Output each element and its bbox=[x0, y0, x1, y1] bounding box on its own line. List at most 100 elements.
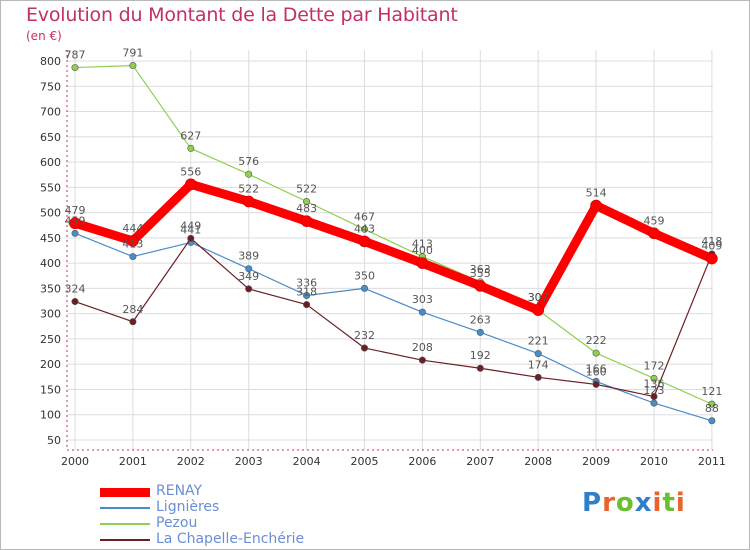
logo-letter: x bbox=[634, 488, 653, 518]
x-tick-label: 2005 bbox=[351, 455, 379, 468]
data-label: 522 bbox=[296, 182, 317, 195]
data-point bbox=[418, 356, 426, 364]
data-point bbox=[129, 318, 137, 326]
data-label: 409 bbox=[701, 240, 722, 253]
data-label: 232 bbox=[354, 329, 375, 342]
data-point bbox=[418, 308, 426, 316]
data-label: 355 bbox=[470, 267, 491, 280]
y-tick-label: 50 bbox=[47, 434, 61, 447]
x-tick-label: 2001 bbox=[119, 455, 147, 468]
data-point bbox=[474, 280, 487, 292]
data-point bbox=[358, 235, 371, 248]
y-tick-label: 700 bbox=[40, 106, 61, 119]
data-point bbox=[129, 62, 137, 70]
data-point bbox=[476, 328, 484, 336]
data-label: 136 bbox=[644, 378, 665, 391]
legend-swatch bbox=[100, 539, 150, 541]
data-label: 556 bbox=[180, 165, 201, 178]
data-label: 483 bbox=[296, 202, 317, 215]
data-label: 413 bbox=[122, 238, 143, 251]
data-point bbox=[303, 197, 311, 205]
legend-label: La Chapelle-Enchérie bbox=[156, 531, 305, 547]
data-label: 479 bbox=[65, 204, 86, 217]
data-point bbox=[706, 252, 718, 265]
data-label: 324 bbox=[65, 283, 86, 296]
data-point bbox=[127, 235, 139, 247]
y-tick-label: 350 bbox=[40, 282, 61, 295]
data-point bbox=[360, 344, 368, 352]
logo-letter: r bbox=[602, 488, 616, 518]
data-point bbox=[476, 364, 484, 372]
data-label: 441 bbox=[180, 223, 201, 236]
data-point bbox=[245, 265, 253, 273]
data-point bbox=[590, 199, 602, 212]
x-tick-label: 2000 bbox=[61, 455, 89, 468]
series-line-pezou bbox=[74, 64, 713, 405]
data-point bbox=[71, 298, 79, 306]
data-point bbox=[708, 417, 716, 425]
chart-title: Evolution du Montant de la Dette par Hab… bbox=[26, 4, 458, 26]
data-point bbox=[245, 285, 253, 293]
series-line-ligni-res bbox=[74, 232, 713, 422]
x-tick-label: 2011 bbox=[698, 455, 726, 468]
data-label: 467 bbox=[354, 210, 375, 223]
series-line-la-chapelle-ench-rie bbox=[74, 237, 713, 398]
data-point bbox=[360, 284, 368, 292]
x-tick-label: 2010 bbox=[640, 455, 668, 468]
data-label: 123 bbox=[644, 384, 665, 397]
y-tick-label: 500 bbox=[40, 207, 61, 220]
data-point bbox=[245, 170, 253, 178]
data-label: 443 bbox=[354, 222, 375, 235]
data-label: 208 bbox=[412, 341, 433, 354]
data-label: 627 bbox=[180, 129, 201, 142]
data-label: 400 bbox=[412, 244, 433, 257]
data-point bbox=[303, 301, 311, 309]
data-point bbox=[187, 144, 195, 152]
y-tick-label: 550 bbox=[40, 181, 61, 194]
data-point bbox=[650, 399, 658, 407]
data-label: 389 bbox=[238, 250, 259, 263]
data-point bbox=[708, 400, 716, 408]
data-point bbox=[185, 178, 197, 191]
x-tick-label: 2002 bbox=[177, 455, 205, 468]
data-point bbox=[592, 349, 600, 357]
data-label: 303 bbox=[412, 293, 433, 306]
data-label: 174 bbox=[528, 358, 549, 371]
data-label: 166 bbox=[586, 362, 607, 375]
data-point bbox=[71, 64, 79, 72]
y-tick-label: 650 bbox=[40, 131, 61, 144]
legend-swatch bbox=[100, 507, 150, 509]
x-tick-label: 2003 bbox=[235, 455, 263, 468]
y-tick-label: 150 bbox=[40, 383, 61, 396]
x-tick-label: 2007 bbox=[466, 455, 494, 468]
data-label: 88 bbox=[705, 402, 719, 415]
data-label: 791 bbox=[122, 47, 143, 60]
logo-letter: i bbox=[675, 488, 686, 518]
data-label: 444 bbox=[122, 222, 143, 235]
data-label: 221 bbox=[528, 335, 549, 348]
y-tick-label: 600 bbox=[40, 156, 61, 169]
data-label: 363 bbox=[470, 263, 491, 276]
data-point bbox=[534, 350, 542, 358]
y-tick-label: 400 bbox=[40, 257, 61, 270]
data-point bbox=[416, 257, 429, 269]
y-tick-label: 450 bbox=[40, 232, 61, 245]
data-label: 336 bbox=[296, 276, 317, 289]
data-label: 787 bbox=[65, 49, 86, 62]
data-point bbox=[187, 234, 195, 242]
legend-swatch bbox=[100, 523, 150, 525]
data-label: 349 bbox=[238, 270, 259, 283]
y-tick-label: 100 bbox=[40, 409, 61, 422]
data-point bbox=[129, 253, 137, 261]
data-point bbox=[360, 225, 368, 233]
data-label: 222 bbox=[586, 334, 607, 347]
x-tick-label: 2004 bbox=[293, 455, 321, 468]
chart-unit-label: (en €) bbox=[26, 29, 62, 43]
data-label: 160 bbox=[586, 365, 607, 378]
logo-letter: o bbox=[615, 488, 635, 518]
data-point bbox=[650, 374, 658, 382]
data-label: 318 bbox=[296, 286, 317, 299]
data-label: 522 bbox=[238, 182, 259, 195]
